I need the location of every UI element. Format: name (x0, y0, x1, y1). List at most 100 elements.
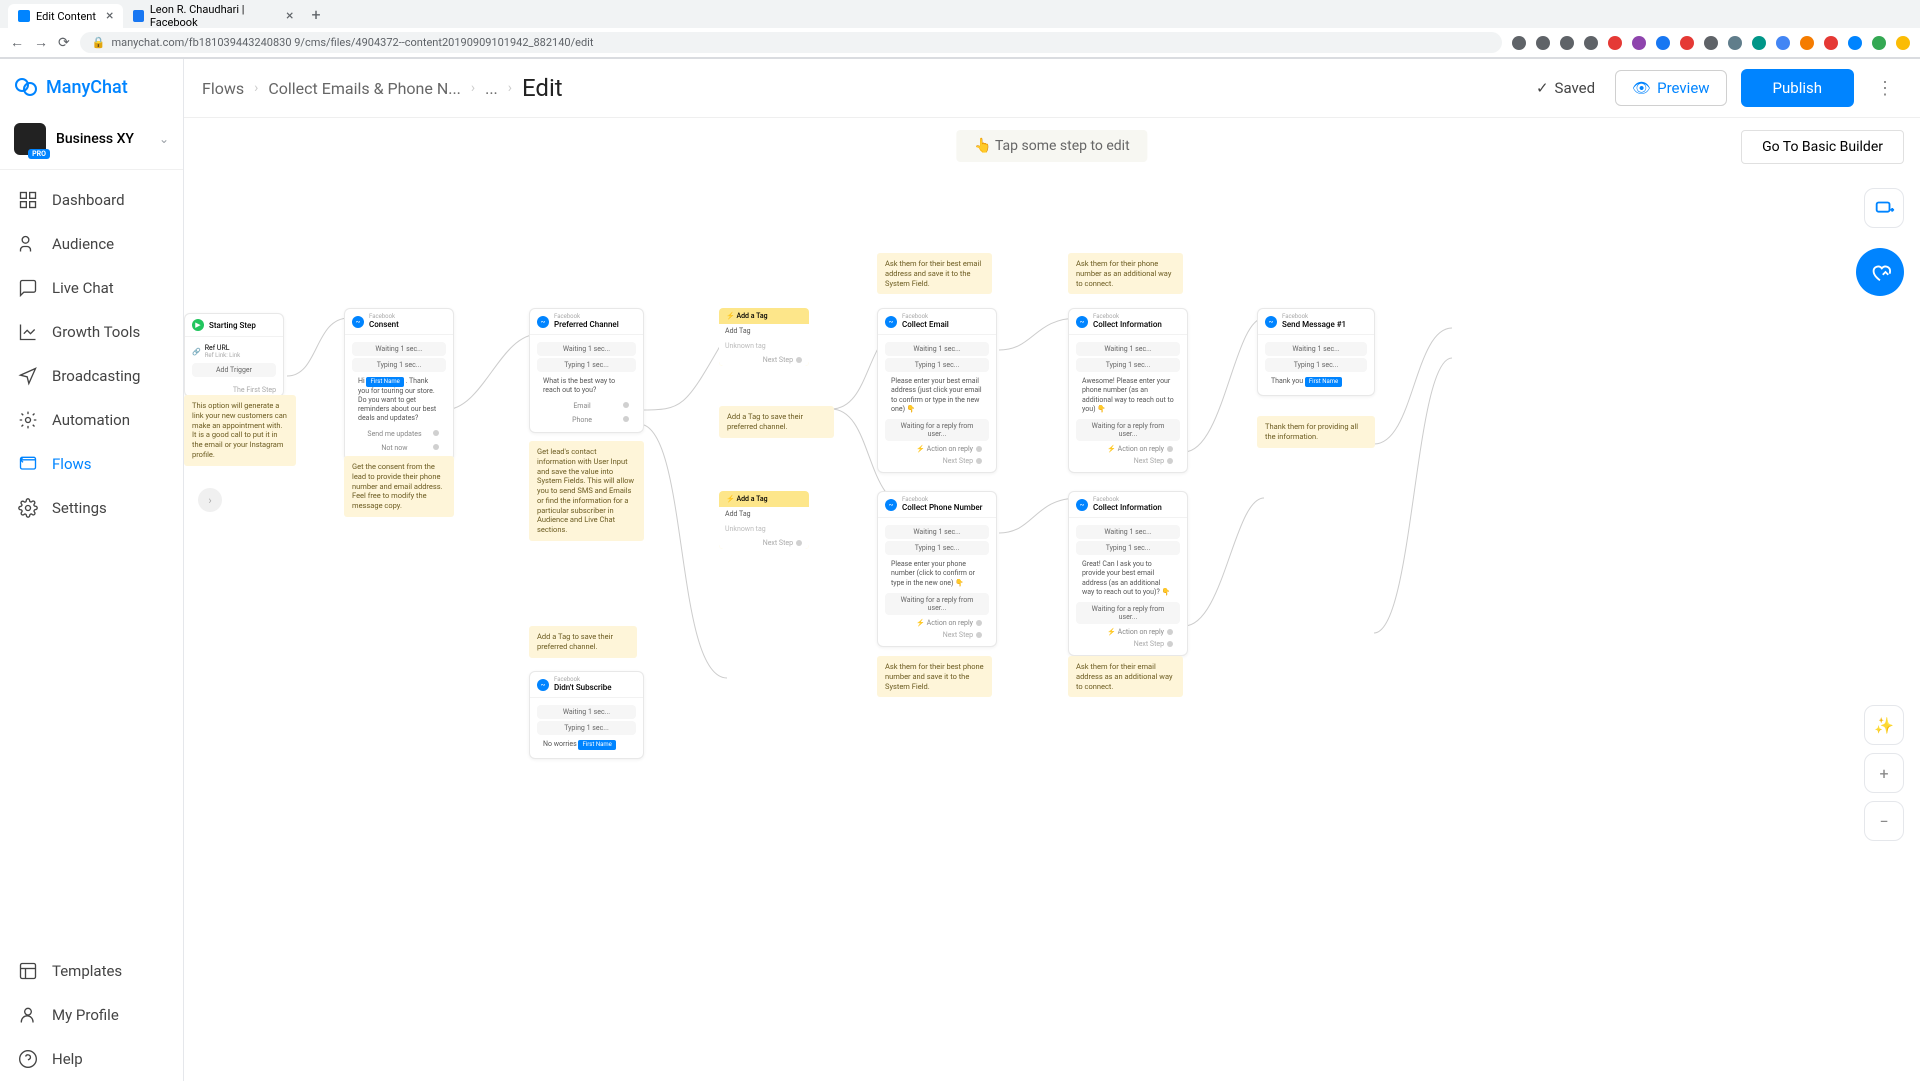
card-collect-email[interactable]: ~ Facebook Collect Email Waiting 1 sec..… (877, 308, 997, 473)
new-tab-button[interactable]: + (303, 5, 328, 24)
card-starting-step[interactable]: ▶ Starting Step 🔗 Ref URL Ref Link: Link… (184, 313, 284, 397)
flows-icon (18, 454, 38, 474)
zoom-out-button[interactable]: − (1864, 801, 1904, 841)
extension-icon[interactable] (1896, 36, 1910, 50)
messenger-icon: ~ (885, 316, 897, 328)
extension-icon[interactable] (1848, 36, 1862, 50)
close-icon[interactable]: × (286, 8, 293, 24)
help-icon (18, 1049, 38, 1069)
sidebar-item-audience[interactable]: Audience (0, 222, 183, 266)
wand-icon: ✨ (1874, 716, 1894, 735)
chevron-down-icon: ⌄ (159, 132, 169, 146)
card-collect-info[interactable]: ~ Facebook Collect Information Waiting 1… (1068, 308, 1188, 473)
automation-icon (18, 410, 38, 430)
browser-tab[interactable]: Edit Content × (8, 4, 123, 28)
messenger-icon: ~ (1076, 316, 1088, 328)
extension-icon[interactable] (1656, 36, 1670, 50)
messenger-icon: ~ (352, 316, 364, 328)
card-consent[interactable]: ~ Facebook Consent Waiting 1 sec... Typi… (344, 308, 454, 461)
extension-icon[interactable] (1752, 36, 1766, 50)
tab-bar: Edit Content × Leon R. Chaudhari | Faceb… (0, 0, 1920, 28)
breadcrumb-dots[interactable]: ... (485, 79, 498, 98)
extension-icon[interactable] (1560, 36, 1574, 50)
close-icon[interactable]: × (106, 8, 113, 24)
note: Ask them for their best email address an… (877, 253, 992, 294)
broadcasting-icon (18, 366, 38, 386)
sidebar-item-automation[interactable]: Automation (0, 398, 183, 442)
messenger-icon: ~ (1076, 499, 1088, 511)
card-collect-phone[interactable]: ~ Facebook Collect Phone Number Waiting … (877, 491, 997, 647)
url-input[interactable]: 🔒 manychat.com/fb181039443240830 9/cms/f… (80, 32, 1502, 53)
sidebar-item-flows[interactable]: Flows (0, 442, 183, 486)
card-add-tag[interactable]: ⚡ Add a Tag Add Tag Unknown tag Next Ste… (719, 491, 809, 549)
note: Get lead's contact information with User… (529, 441, 644, 541)
url-text: manychat.com/fb181039443240830 9/cms/fil… (111, 36, 593, 49)
sidebar-item-help[interactable]: Help (0, 1037, 183, 1081)
flow-canvas[interactable]: 👆 Tap some step to edit Go To Basic Buil… (184, 118, 1920, 1081)
sidebar-item-settings[interactable]: Settings (0, 486, 183, 530)
extension-icon[interactable] (1800, 36, 1814, 50)
basic-builder-button[interactable]: Go To Basic Builder (1741, 130, 1904, 164)
auto-arrange-button[interactable]: ✨ (1864, 705, 1904, 745)
play-icon: ▶ (192, 319, 204, 331)
preview-button[interactable]: 👁 Preview (1615, 70, 1726, 106)
back-icon[interactable]: ← (10, 34, 24, 51)
publish-button[interactable]: Publish (1741, 69, 1854, 107)
sidebar: ManyChat PRO Business XY ⌄ DashboardAudi… (0, 59, 184, 1081)
note: Add a Tag to save their preferred channe… (719, 406, 834, 438)
expand-button[interactable]: › (198, 488, 222, 512)
more-icon[interactable]: ⋮ (1868, 70, 1902, 107)
card-preferred-channel[interactable]: ~ Facebook Preferred Channel Waiting 1 s… (529, 308, 644, 433)
sidebar-item-broadcasting[interactable]: Broadcasting (0, 354, 183, 398)
zoom-in-button[interactable]: + (1864, 753, 1904, 793)
sidebar-item-growth[interactable]: Growth Tools (0, 310, 183, 354)
business-name: Business XY (56, 131, 149, 147)
growth-icon (18, 322, 38, 342)
extension-icon[interactable] (1512, 36, 1526, 50)
logo-text: ManyChat (46, 77, 128, 98)
reload-icon[interactable]: ⟳ (58, 35, 70, 51)
sidebar-item-templates[interactable]: Templates (0, 949, 183, 993)
note: This option will generate a link your ne… (184, 395, 296, 466)
business-selector[interactable]: PRO Business XY ⌄ (0, 115, 183, 170)
main: Flows › Collect Emails & Phone N... › ..… (184, 59, 1920, 1081)
browser-tab[interactable]: Leon R. Chaudhari | Facebook × (123, 4, 303, 28)
extension-icon[interactable] (1872, 36, 1886, 50)
note: Ask them for their email address as an a… (1068, 656, 1183, 697)
note: Ask them for their best phone number and… (877, 656, 992, 697)
extension-icon[interactable] (1824, 36, 1838, 50)
tab-title: Edit Content (36, 10, 96, 23)
logo[interactable]: ManyChat (0, 59, 183, 115)
sidebar-item-livechat[interactable]: Live Chat (0, 266, 183, 310)
extension-icon[interactable] (1632, 36, 1646, 50)
forward-icon[interactable]: → (34, 34, 48, 51)
templates-icon (18, 961, 38, 981)
chevron-right-icon: › (471, 80, 475, 96)
add-block-button[interactable] (1864, 188, 1904, 228)
breadcrumb-flow[interactable]: Collect Emails & Phone N... (268, 79, 461, 98)
settings-icon (18, 498, 38, 518)
breadcrumb-edit: Edit (522, 74, 563, 102)
sidebar-item-dashboard[interactable]: Dashboard (0, 178, 183, 222)
extension-icon[interactable] (1536, 36, 1550, 50)
sidebar-item-profile[interactable]: My Profile (0, 993, 183, 1037)
note: Thank them for providing all the informa… (1257, 416, 1375, 448)
extension-icon[interactable] (1776, 36, 1790, 50)
messenger-icon: ~ (885, 499, 897, 511)
check-icon: ✓ (1536, 79, 1549, 97)
card-didnt-subscribe[interactable]: ~ Facebook Didn't Subscribe Waiting 1 se… (529, 671, 644, 759)
extension-icon[interactable] (1584, 36, 1598, 50)
chevron-right-icon: › (254, 80, 258, 96)
help-fab[interactable] (1856, 248, 1904, 296)
extension-icon[interactable] (1680, 36, 1694, 50)
messenger-icon: ~ (537, 316, 549, 328)
card-collect-info[interactable]: ~ Facebook Collect Information Waiting 1… (1068, 491, 1188, 656)
extension-icon[interactable] (1704, 36, 1718, 50)
canvas-hint: 👆 Tap some step to edit (956, 130, 1147, 162)
extension-icon[interactable] (1728, 36, 1742, 50)
tab-favicon (18, 10, 30, 22)
card-add-tag[interactable]: ⚡ Add a Tag Add Tag Unknown tag Next Ste… (719, 308, 809, 366)
extension-icon[interactable] (1608, 36, 1622, 50)
breadcrumb-flows[interactable]: Flows (202, 79, 244, 98)
card-send-message[interactable]: ~ Facebook Send Message #1 Waiting 1 sec… (1257, 308, 1375, 396)
